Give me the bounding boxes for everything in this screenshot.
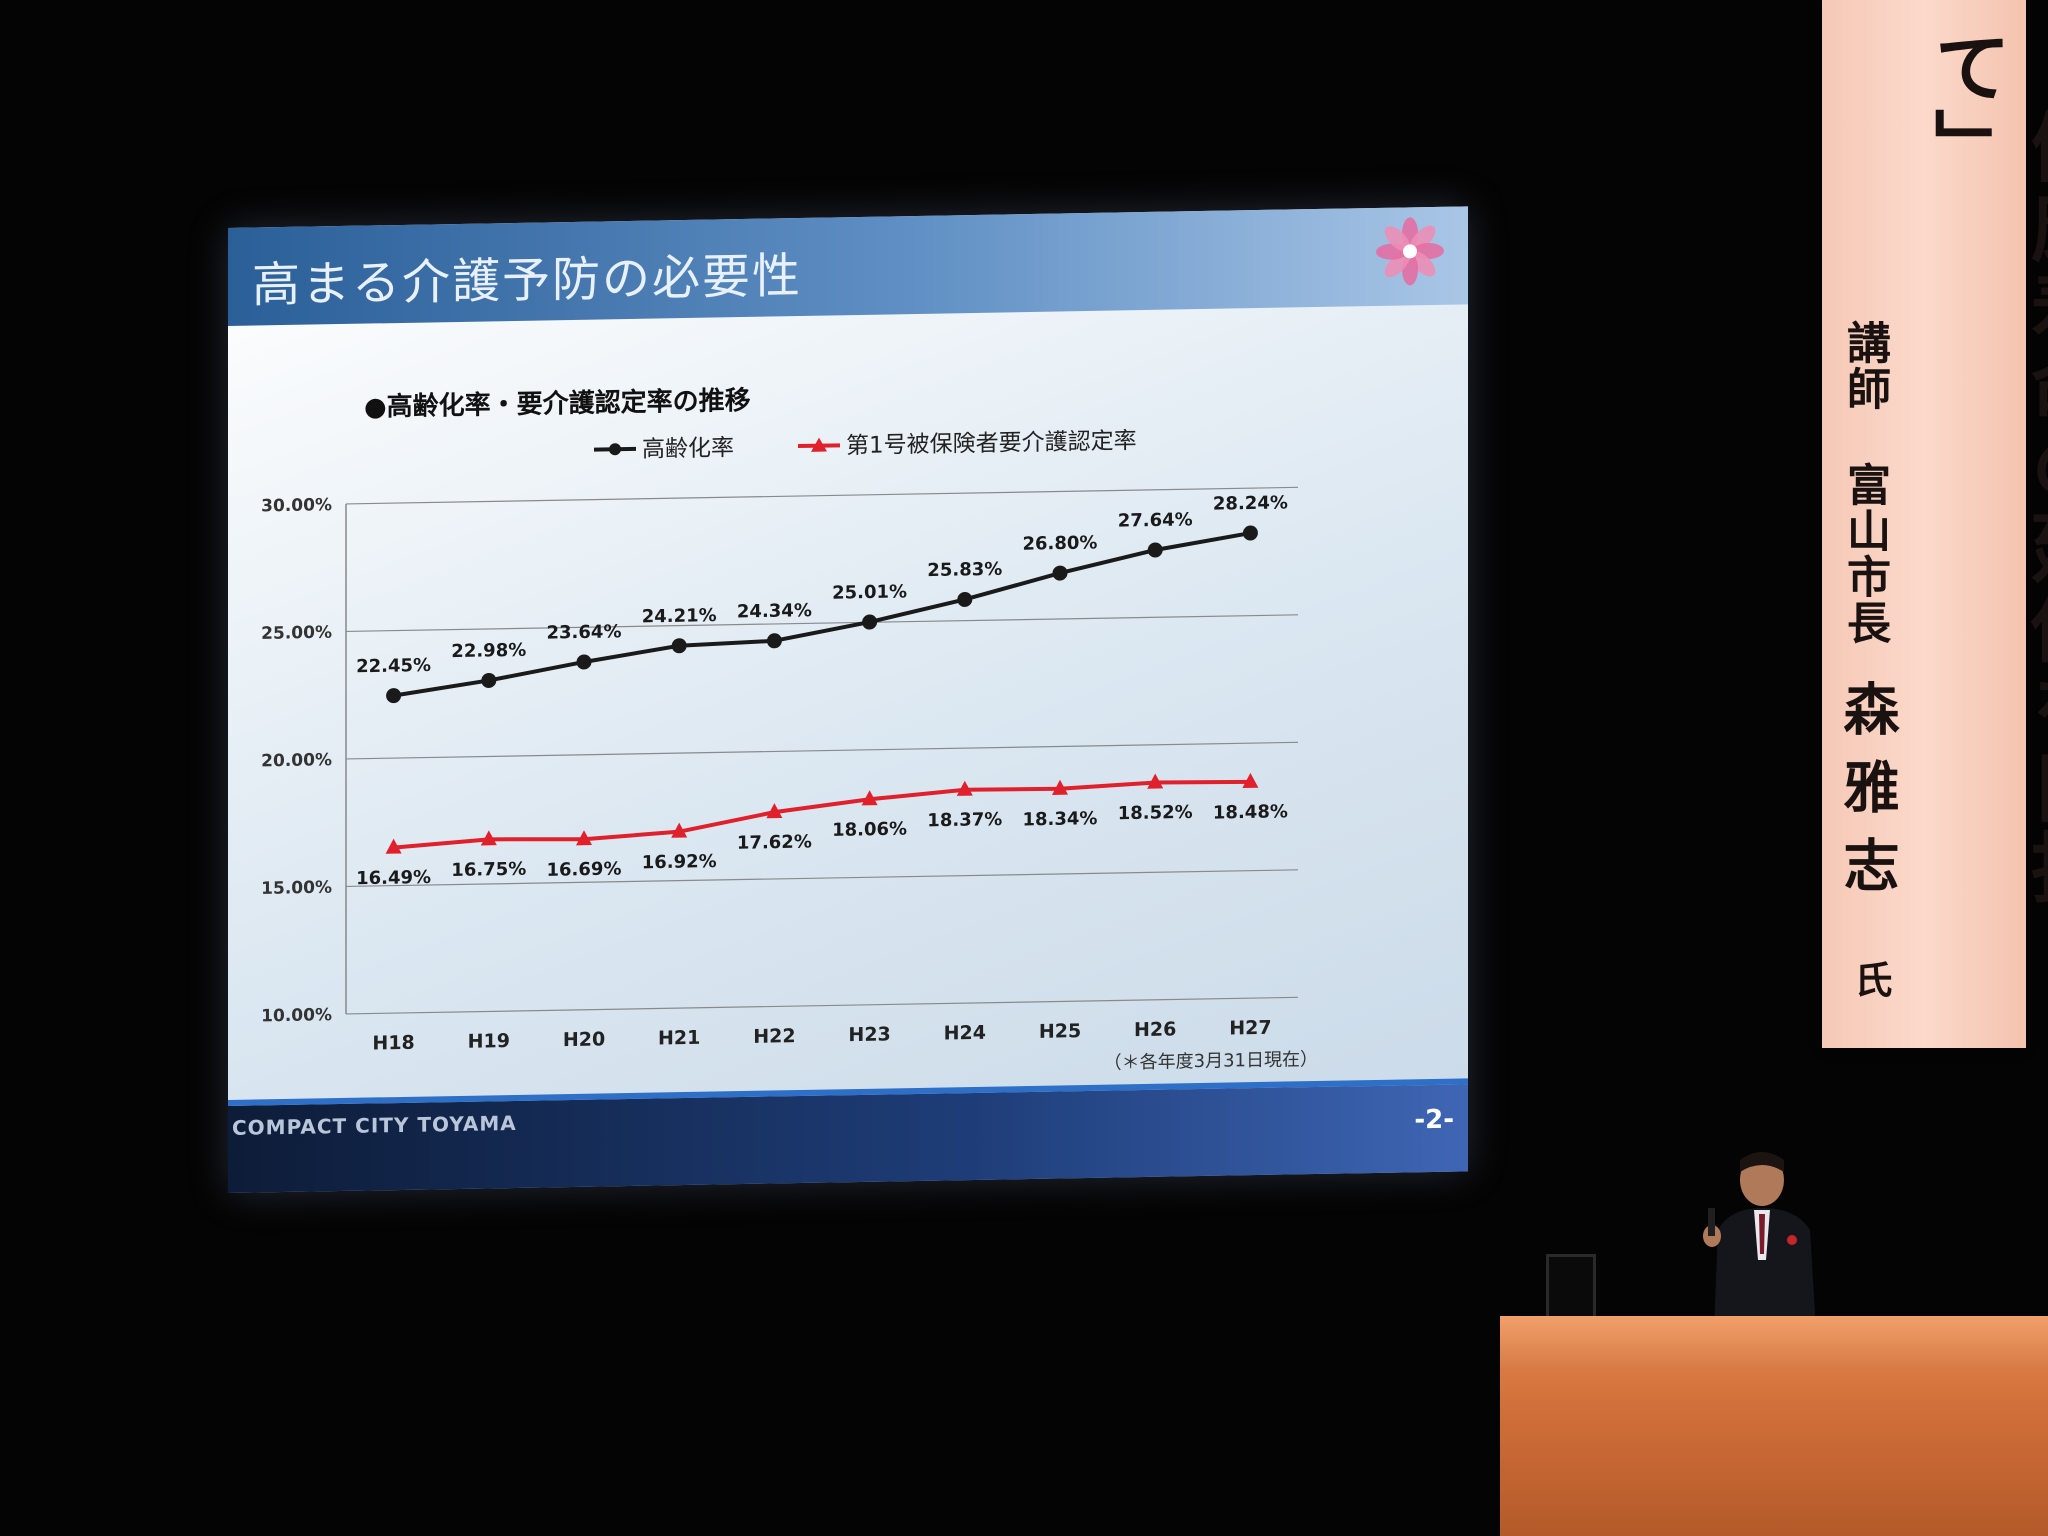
- data-point: [861, 790, 878, 806]
- y-tick-label: 10.00%: [261, 1005, 332, 1026]
- podium-top: [1500, 1316, 2048, 1370]
- data-point: [957, 591, 973, 607]
- x-axis-ticks: H18 H19 H20 H21 H22 H23 H24 H25 H26 H27: [372, 1017, 1271, 1055]
- slide-title: 高まる介護予防の必要性: [252, 247, 803, 314]
- y-axis-ticks: 10.00% 15.00% 20.00% 25.00% 30.00%: [261, 495, 332, 1026]
- data-point: [481, 672, 497, 688]
- grid-line: [346, 741, 1298, 760]
- data-point: [385, 838, 402, 854]
- grid-line: [346, 996, 1298, 1015]
- banner-honorific: 氏: [1848, 960, 1892, 998]
- legend-label-aging: 高齢化率: [642, 435, 734, 463]
- footer-brand: COMPACT CITY TOYAMA: [232, 1110, 517, 1140]
- title-banner: 「健康寿命の延伸を目指して」 講師 富山市長 森雅志 氏: [1822, 0, 2048, 1048]
- banner-role: 講師: [1839, 320, 1890, 412]
- data-label: 22.98%: [451, 640, 526, 662]
- chart-legend: 高齢化率 第1号被保険者要介護認定率: [594, 428, 1137, 463]
- banner-title: 「健康寿命の延伸を目指して」: [1922, 28, 2048, 988]
- data-point: [956, 780, 973, 796]
- series-line-1: [393, 779, 1251, 850]
- data-label: 24.21%: [642, 605, 717, 627]
- data-label: 18.34%: [1023, 808, 1098, 830]
- data-point: [576, 654, 592, 670]
- data-point: [1052, 565, 1068, 581]
- data-point: [386, 688, 402, 704]
- y-tick-label: 25.00%: [261, 623, 332, 644]
- x-tick-label: H20: [563, 1028, 605, 1051]
- y-tick-label: 15.00%: [261, 878, 332, 899]
- x-tick-label: H19: [468, 1030, 510, 1053]
- legend-marker-care: [811, 437, 827, 452]
- data-point: [862, 614, 878, 630]
- x-tick-label: H27: [1229, 1017, 1271, 1040]
- chart-footnote: （＊各年度3月31日現在）: [1104, 1049, 1318, 1074]
- data-label: 26.80%: [1023, 532, 1098, 554]
- data-label: 25.83%: [927, 559, 1002, 581]
- x-tick-label: H23: [848, 1023, 890, 1046]
- data-label: 23.64%: [547, 621, 622, 643]
- data-point: [766, 803, 783, 819]
- page-number: -2-: [1414, 1104, 1454, 1136]
- series-layer: [385, 525, 1259, 854]
- x-tick-label: H26: [1134, 1018, 1176, 1041]
- data-label: 24.34%: [737, 600, 812, 622]
- x-tick-label: H21: [658, 1027, 700, 1050]
- series-line-0: [393, 531, 1251, 698]
- podium-monitor: [1546, 1254, 1596, 1324]
- data-point: [766, 633, 782, 649]
- legend-label-care: 第1号被保険者要介護認定率: [846, 428, 1137, 459]
- grid-lines: [345, 486, 1298, 1015]
- data-point: [1242, 525, 1258, 541]
- flower-logo-icon: [1376, 217, 1444, 286]
- data-label: 18.06%: [832, 819, 907, 841]
- data-label: 16.92%: [642, 851, 717, 873]
- data-point: [1052, 779, 1068, 795]
- x-tick-label: H18: [372, 1032, 414, 1055]
- data-label: 16.75%: [451, 859, 526, 881]
- grid-line: [346, 486, 1298, 505]
- x-tick-label: H25: [1039, 1020, 1081, 1043]
- data-point: [1242, 772, 1259, 789]
- data-label: 25.01%: [832, 581, 907, 603]
- data-label: 28.24%: [1213, 492, 1288, 514]
- y-tick-label: 30.00%: [261, 495, 332, 516]
- data-label: 27.64%: [1118, 509, 1193, 531]
- data-point: [671, 638, 687, 654]
- x-tick-label: H24: [944, 1022, 986, 1045]
- legend-marker-aging: [609, 443, 621, 456]
- data-labels: 22.45% 22.98% 23.64% 24.21% 24.34% 25.01% 25.8…: [356, 492, 1288, 889]
- x-tick-label: H22: [753, 1025, 795, 1048]
- slide-header: 高まる介護予防の必要性: [228, 206, 1468, 326]
- podium: [1500, 1316, 2048, 1536]
- data-label: 16.69%: [547, 859, 622, 881]
- data-point: [671, 822, 688, 838]
- data-label: 16.49%: [356, 867, 431, 889]
- projected-slide: 高まる介護予防の必要性 ●高齢化率・要介護認定率の推移: [228, 206, 1468, 1193]
- data-label: 18.48%: [1213, 801, 1288, 823]
- data-point: [1147, 773, 1164, 789]
- banner-affiliation: 富山市長: [1839, 462, 1890, 646]
- data-point: [1147, 542, 1163, 558]
- grid-line: [346, 614, 1298, 633]
- data-point: [576, 830, 592, 846]
- data-label: 22.45%: [356, 655, 431, 677]
- chart-title: ●高齢化率・要介護認定率の推移: [364, 385, 751, 423]
- data-label: 18.37%: [927, 809, 1002, 831]
- data-point: [480, 830, 497, 846]
- data-label: 18.52%: [1118, 802, 1193, 824]
- banner-name: 森雅志: [1834, 680, 1899, 914]
- data-label: 17.62%: [737, 831, 812, 853]
- line-chart: ●高齢化率・要介護認定率の推移 高齢化率 第1号被保険者要介護認定率 10.00…: [261, 385, 1318, 1074]
- speaker-figure: [1703, 1152, 1816, 1330]
- y-tick-label: 20.00%: [261, 750, 332, 771]
- grid-line: [346, 869, 1298, 888]
